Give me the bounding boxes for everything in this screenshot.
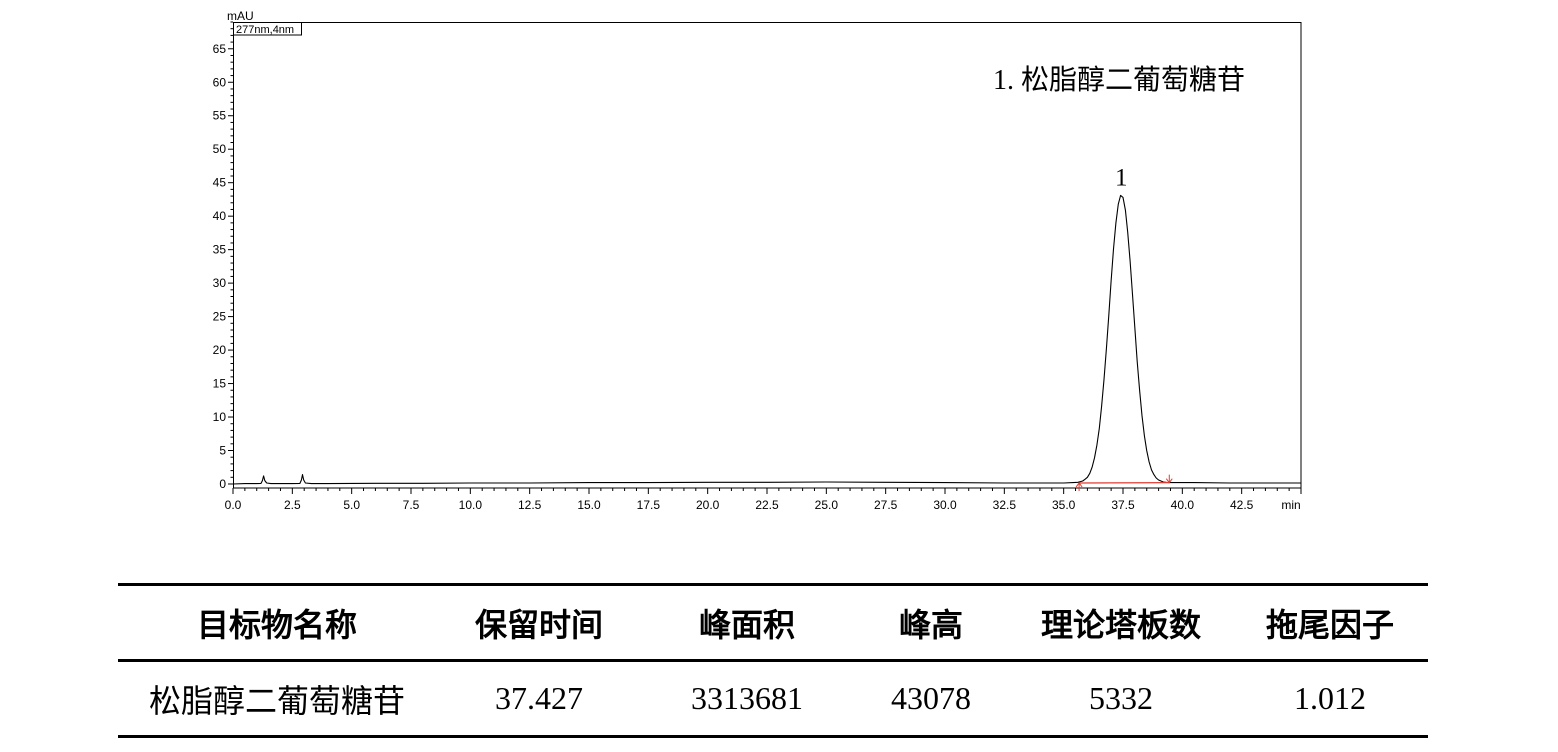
legend-entry: 1. 松脂醇二葡萄糖苷 [993, 64, 1245, 96]
x-tick-label: 25.0 [815, 498, 839, 512]
y-axis-label: mAU [227, 9, 254, 23]
y-tick-label: 65 [213, 42, 227, 56]
cell-peak-area: 3313681 [691, 680, 803, 716]
table-header: 目标物名称 保留时间 峰面积 峰高 理论塔板数 拖尾因子 [118, 584, 1428, 662]
y-tick-label: 0 [219, 477, 226, 491]
cell-target-name: 松脂醇二葡萄糖苷 [148, 682, 405, 719]
baseline-end-marker [1165, 474, 1173, 484]
x-tick-label: 37.5 [1111, 498, 1135, 512]
y-tick-label: 60 [213, 75, 227, 89]
peak-label: 1 [1115, 164, 1128, 191]
x-tick-label: 35.0 [1052, 498, 1076, 512]
table-row: 松脂醇二葡萄糖苷 37.427 3313681 43078 5332 1.012 [118, 661, 1428, 737]
table-body: 松脂醇二葡萄糖苷 37.427 3313681 43078 5332 1.012 [118, 661, 1428, 737]
x-tick-label: 2.5 [284, 498, 301, 512]
header-retention-time: 保留时间 [436, 584, 642, 662]
y-tick-label: 30 [213, 276, 227, 290]
y-tick-label: 15 [213, 377, 227, 391]
cell-tailing-factor: 1.012 [1294, 680, 1366, 716]
plot-frame [233, 22, 1302, 489]
header-theoretical-plates: 理论塔板数 [1010, 584, 1232, 662]
y-tick-label: 55 [213, 109, 227, 123]
header-tailing-factor: 拖尾因子 [1232, 584, 1428, 662]
header-peak-height: 峰高 [852, 584, 1010, 662]
y-tick-label: 5 [219, 444, 226, 458]
x-tick-label: 5.0 [343, 498, 360, 512]
x-tick-label: 7.5 [403, 498, 420, 512]
cell-retention-time: 37.427 [495, 680, 583, 716]
x-tick-label: 42.5 [1230, 498, 1254, 512]
cell-theoretical-plates: 5332 [1089, 680, 1153, 716]
y-tick-label: 25 [213, 310, 227, 324]
y-tick-label: 40 [213, 209, 227, 223]
x-tick-label: 0.0 [225, 498, 242, 512]
y-tick-label: 10 [213, 410, 227, 424]
cell-peak-height: 43078 [891, 680, 971, 716]
x-tick-label: 15.0 [577, 498, 601, 512]
x-tick-label: 17.5 [637, 498, 661, 512]
x-tick-label: 32.5 [993, 498, 1017, 512]
peak-table: 目标物名称 保留时间 峰面积 峰高 理论塔板数 拖尾因子 松脂醇二葡萄糖苷 37… [118, 583, 1428, 738]
x-tick-label: 20.0 [696, 498, 720, 512]
chromatogram-trace [232, 194, 1301, 485]
x-tick-label: 40.0 [1171, 498, 1195, 512]
channel-label: 277nm,4nm [236, 24, 294, 36]
header-target-name: 目标物名称 [118, 584, 436, 662]
header-peak-area: 峰面积 [642, 584, 852, 662]
chromatogram-chart: mAU 0 5 10 15 20 25 30 35 40 45 50 55 60 65 0.0 2.5 5.0… [213, 9, 1302, 512]
y-tick-label: 45 [213, 176, 227, 190]
y-axis: 0 5 10 15 20 25 30 35 40 45 50 55 60 65 [213, 21, 233, 491]
x-axis-label: min [1281, 498, 1300, 512]
x-tick-label: 30.0 [933, 498, 957, 512]
y-tick-label: 50 [213, 142, 227, 156]
x-tick-label: 27.5 [874, 498, 898, 512]
baseline-start-marker [1075, 482, 1083, 491]
x-axis: 0.0 2.5 5.0 7.5 10.0 12.5 15.0 17.5 20.0 22.5 25.0… [225, 488, 1302, 512]
y-tick-label: 20 [213, 343, 227, 357]
x-tick-label: 10.0 [459, 498, 483, 512]
table-header-row: 目标物名称 保留时间 峰面积 峰高 理论塔板数 拖尾因子 [118, 584, 1428, 662]
plot-area: 1 [232, 164, 1301, 491]
channel-label-box [233, 22, 302, 36]
x-tick-label: 22.5 [755, 498, 779, 512]
y-tick-label: 35 [213, 243, 227, 257]
x-tick-label: 12.5 [518, 498, 542, 512]
